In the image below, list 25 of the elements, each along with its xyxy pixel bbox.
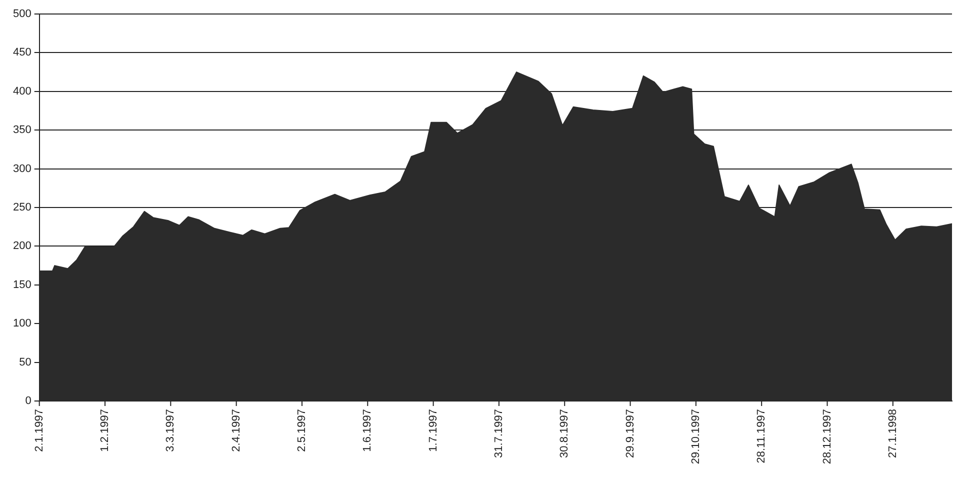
y-tick-label: 300 bbox=[12, 162, 32, 175]
x-tick-label: 27.1.1998 bbox=[886, 409, 899, 458]
y-tick-label: 0 bbox=[25, 395, 32, 408]
x-tick-label: 3.3.1997 bbox=[164, 409, 177, 452]
x-tick-label: 2.4.1997 bbox=[230, 409, 242, 452]
y-tick-label: 400 bbox=[12, 85, 32, 98]
y-tick-label: 250 bbox=[12, 202, 32, 214]
x-tick-label: 28.11.1997 bbox=[756, 409, 768, 464]
y-tick-label: 100 bbox=[12, 318, 32, 330]
x-tick-label: 1.7.1997 bbox=[427, 409, 440, 452]
x-tick-label: 31.7.1997 bbox=[492, 409, 505, 458]
y-tick-label: 350 bbox=[12, 124, 32, 136]
y-tick-label: 500 bbox=[12, 8, 32, 20]
y-tick-label: 450 bbox=[12, 46, 32, 59]
x-tick-label: 2.5.1997 bbox=[296, 409, 308, 452]
y-tick-label: 150 bbox=[12, 278, 32, 291]
x-tick-label: 1.6.1997 bbox=[362, 409, 374, 452]
x-tick-label: 29.9.1997 bbox=[624, 409, 636, 458]
y-tick-label: 50 bbox=[19, 356, 32, 368]
x-tick-label: 30.8.1997 bbox=[558, 409, 571, 458]
y-tick-label: 200 bbox=[12, 240, 32, 252]
x-tick-label: 29.10.1997 bbox=[690, 409, 702, 464]
x-tick-label: 28.12.1997 bbox=[821, 409, 834, 464]
x-tick-label: 2.1.1997 bbox=[33, 409, 46, 452]
x-tick-label: 1.2.1997 bbox=[99, 409, 112, 452]
